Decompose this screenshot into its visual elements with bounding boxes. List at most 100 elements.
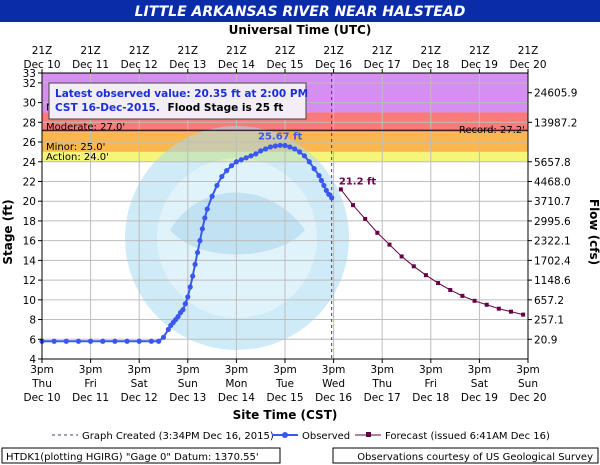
observed-point xyxy=(194,249,201,256)
top-tick-date: Dec 15 xyxy=(266,59,303,71)
forecast-point xyxy=(436,281,441,286)
top-axis-title: Universal Time (UTC) xyxy=(229,23,372,37)
observed-point xyxy=(148,338,154,344)
title-bar xyxy=(0,0,600,22)
y-tick-label: 14 xyxy=(23,255,37,267)
y-tick-label: 16 xyxy=(23,236,37,248)
flow-tick-label: 3710.7 xyxy=(534,196,571,208)
top-tick-date: Dec 16 xyxy=(315,59,352,71)
footer-right-box xyxy=(332,447,599,464)
flow-tick-label: 657.2 xyxy=(534,295,564,307)
flow-tick-label: 1148.6 xyxy=(534,275,571,287)
observed-point xyxy=(88,338,94,344)
footer-left-box xyxy=(1,447,281,464)
y-tick-label: 22 xyxy=(23,176,36,188)
flow-tick-label: 5657.8 xyxy=(534,157,571,169)
x-tick-label: 3pm xyxy=(176,364,200,376)
x-tick-label: Dec 15 xyxy=(266,392,303,404)
x-tick-label: Sun xyxy=(178,378,198,390)
x-tick-label: 3pm xyxy=(30,364,54,376)
observed-point xyxy=(282,142,288,149)
observed-point xyxy=(248,153,254,159)
top-tick-time: 21Z xyxy=(518,45,539,57)
flow-tick-label: 1702.4 xyxy=(534,255,571,267)
forecast-series xyxy=(338,187,526,317)
forecast-point xyxy=(484,302,489,307)
top-tick-time: 21Z xyxy=(469,45,490,57)
flow-tick-label: 257.1 xyxy=(534,315,564,327)
x-tick-label: 3pm xyxy=(225,364,249,376)
band-label-moderate: Moderate: 27.0' xyxy=(46,122,125,133)
x-tick-label: 3pm xyxy=(370,364,394,376)
observed-point xyxy=(165,326,171,333)
observed-point xyxy=(199,226,205,232)
x-tick-label: 3pm xyxy=(127,364,151,376)
observed-point xyxy=(262,146,269,152)
x-tick-label: Dec 14 xyxy=(218,392,255,404)
observed-point xyxy=(100,338,106,344)
y-tick-label: 12 xyxy=(23,275,36,287)
x-tick-label: 3pm xyxy=(273,364,297,376)
x-tick-label: Dec 19 xyxy=(461,392,498,404)
top-tick-time: 21Z xyxy=(421,45,442,57)
flow-tick-label: 2995.6 xyxy=(534,216,571,228)
observed-point xyxy=(175,313,181,320)
observed-point xyxy=(204,206,210,212)
top-tick-time: 21Z xyxy=(178,45,199,57)
observed-point xyxy=(326,191,332,197)
footer-credit: Observations courtesy of US Geological S… xyxy=(357,452,593,463)
flow-axis-title: Flow (cfs) xyxy=(587,199,600,265)
forecast-point xyxy=(521,312,526,317)
x-tick-label: Dec 18 xyxy=(412,392,449,404)
legend: Graph Created (3:34PM Dec 16, 2015) Obse… xyxy=(52,431,550,442)
forecast-point xyxy=(448,287,453,292)
flood-stage-text: Flood Stage is 25 ft xyxy=(168,102,284,114)
y-tick-label: 20 xyxy=(23,196,36,208)
y-tick-label: 4 xyxy=(29,354,36,366)
observed-point xyxy=(63,338,69,344)
observed-point xyxy=(219,173,225,180)
latest-value-date: CST 16-Dec-2015. xyxy=(55,102,160,114)
x-tick-label: Dec 17 xyxy=(364,392,401,404)
x-tick-label: Dec 16 xyxy=(315,392,352,404)
observed-point xyxy=(180,307,186,313)
forecast-point xyxy=(472,298,477,303)
flow-tick-label: 4468.0 xyxy=(534,176,571,188)
x-tick-label: Sat xyxy=(131,378,148,390)
forecast-line xyxy=(340,189,524,316)
peak-label: 25.67 ft xyxy=(258,131,302,142)
flow-tick-label: 24605.9 xyxy=(534,88,577,100)
top-tick-date: Dec 10 xyxy=(23,59,60,71)
observed-point xyxy=(301,153,308,159)
y-tick-label: 10 xyxy=(23,295,36,307)
top-tick-date: Dec 12 xyxy=(121,59,158,71)
forecast-point xyxy=(423,273,428,278)
forecast-point xyxy=(363,216,368,221)
observed-point xyxy=(323,187,329,193)
observed-point xyxy=(329,195,335,201)
x-tick-label: Fri xyxy=(425,378,438,390)
observed-point xyxy=(182,301,188,307)
observed-point xyxy=(258,148,264,154)
legend-observed: Observed xyxy=(302,431,350,442)
flow-tick-label: 13987.2 xyxy=(534,117,577,129)
observed-point xyxy=(243,155,249,161)
observed-point xyxy=(311,166,317,172)
x-axis-ticks: 3pm Thu Dec 10 3pm Fri Dec 11 3pm Sat Dec 12 3pm S… xyxy=(23,359,547,404)
top-tick-time: 21Z xyxy=(129,45,150,57)
top-tick-date: Dec 14 xyxy=(218,59,255,71)
observed-point xyxy=(287,144,293,150)
flow-tick-label: 20.9 xyxy=(534,334,557,346)
forecast-point xyxy=(460,293,465,298)
observed-point xyxy=(306,159,312,165)
x-tick-label: Thu xyxy=(371,378,392,390)
observed-point xyxy=(192,261,198,267)
x-tick-label: Thu xyxy=(31,378,52,390)
footer-datum: HTDK1(plotting HGIRG) "Gage 0" Datum: 13… xyxy=(6,452,259,463)
chart-title: LITTLE ARKANSAS RIVER NEAR HALSTEAD xyxy=(135,4,466,20)
x-tick-label: Wed xyxy=(322,378,345,390)
forecast-point xyxy=(351,203,356,208)
observed-point xyxy=(316,172,322,179)
